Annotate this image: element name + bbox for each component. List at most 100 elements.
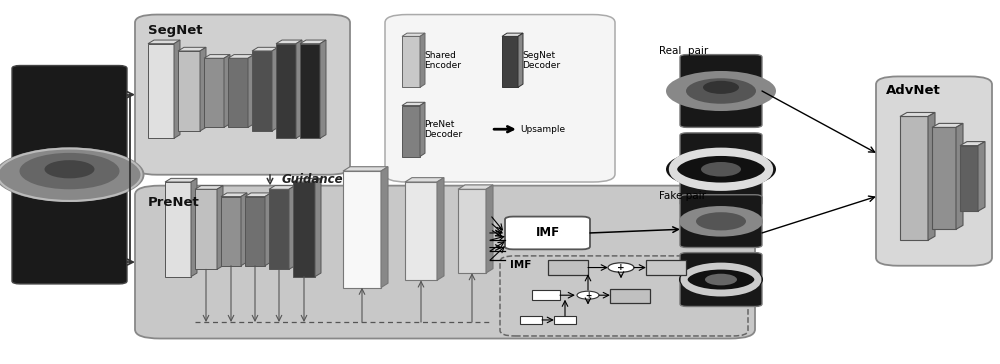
Polygon shape — [293, 178, 321, 182]
Polygon shape — [148, 44, 174, 138]
FancyBboxPatch shape — [680, 195, 762, 248]
Polygon shape — [486, 185, 493, 273]
Polygon shape — [289, 186, 295, 269]
Circle shape — [679, 264, 763, 295]
Polygon shape — [502, 33, 523, 36]
Polygon shape — [932, 127, 956, 229]
Polygon shape — [248, 55, 254, 127]
Polygon shape — [646, 260, 686, 275]
Polygon shape — [978, 142, 985, 211]
Polygon shape — [174, 40, 180, 138]
Polygon shape — [195, 186, 223, 189]
Text: SegNet: SegNet — [148, 24, 202, 37]
Circle shape — [44, 160, 94, 178]
Text: AdvNet: AdvNet — [886, 84, 941, 97]
Text: SegNet
Decoder: SegNet Decoder — [522, 51, 560, 70]
Polygon shape — [245, 197, 265, 266]
Polygon shape — [437, 178, 444, 280]
Polygon shape — [165, 182, 191, 277]
Polygon shape — [265, 193, 271, 266]
Polygon shape — [245, 193, 271, 197]
Polygon shape — [900, 116, 928, 240]
Polygon shape — [405, 178, 444, 182]
Polygon shape — [178, 51, 200, 131]
Polygon shape — [518, 33, 523, 87]
Polygon shape — [276, 44, 296, 138]
Polygon shape — [402, 106, 420, 157]
Polygon shape — [269, 186, 295, 189]
Polygon shape — [381, 167, 388, 288]
Polygon shape — [402, 102, 425, 106]
Polygon shape — [217, 186, 223, 269]
Text: +: + — [585, 291, 591, 300]
FancyBboxPatch shape — [680, 253, 762, 306]
Polygon shape — [928, 112, 935, 240]
Polygon shape — [195, 189, 217, 269]
Polygon shape — [315, 178, 321, 277]
FancyBboxPatch shape — [135, 186, 755, 339]
FancyBboxPatch shape — [135, 15, 350, 175]
Circle shape — [20, 153, 120, 189]
Polygon shape — [420, 33, 425, 87]
Polygon shape — [343, 171, 381, 288]
Circle shape — [696, 212, 746, 230]
Polygon shape — [554, 316, 576, 324]
Polygon shape — [300, 40, 326, 44]
Polygon shape — [520, 316, 542, 324]
Text: Fake pair: Fake pair — [659, 191, 706, 201]
Polygon shape — [221, 197, 241, 266]
Polygon shape — [900, 112, 935, 116]
Polygon shape — [420, 102, 425, 157]
Polygon shape — [610, 289, 650, 303]
Circle shape — [701, 162, 741, 177]
Polygon shape — [276, 40, 302, 44]
Polygon shape — [204, 58, 224, 127]
Polygon shape — [252, 51, 272, 131]
FancyBboxPatch shape — [876, 76, 992, 266]
Polygon shape — [200, 47, 206, 131]
Polygon shape — [402, 33, 425, 36]
Polygon shape — [293, 182, 315, 277]
Polygon shape — [178, 47, 206, 51]
Polygon shape — [165, 178, 197, 182]
Circle shape — [577, 291, 599, 299]
Polygon shape — [458, 185, 493, 189]
Polygon shape — [241, 193, 247, 266]
FancyBboxPatch shape — [505, 217, 590, 249]
Polygon shape — [960, 142, 985, 146]
Polygon shape — [458, 189, 486, 273]
Polygon shape — [343, 167, 388, 171]
Polygon shape — [296, 40, 302, 138]
Polygon shape — [932, 123, 963, 127]
Polygon shape — [548, 260, 588, 275]
Polygon shape — [960, 146, 978, 211]
FancyBboxPatch shape — [680, 55, 762, 127]
Circle shape — [666, 149, 776, 189]
Circle shape — [686, 78, 756, 104]
FancyBboxPatch shape — [385, 15, 615, 182]
Circle shape — [705, 274, 737, 285]
Text: Real  pair: Real pair — [659, 46, 708, 55]
FancyBboxPatch shape — [500, 256, 748, 336]
Polygon shape — [272, 47, 278, 131]
Text: Upsample: Upsample — [520, 125, 565, 134]
Polygon shape — [405, 182, 437, 280]
Circle shape — [0, 147, 144, 202]
Polygon shape — [204, 55, 230, 58]
Text: PreNet
Decoder: PreNet Decoder — [424, 119, 462, 139]
Polygon shape — [228, 55, 254, 58]
Polygon shape — [252, 47, 278, 51]
Circle shape — [608, 263, 634, 272]
Polygon shape — [221, 193, 247, 197]
Polygon shape — [532, 290, 560, 300]
FancyBboxPatch shape — [680, 133, 762, 206]
Polygon shape — [228, 58, 248, 127]
Circle shape — [679, 206, 763, 237]
Polygon shape — [320, 40, 326, 138]
Polygon shape — [402, 36, 420, 87]
Polygon shape — [148, 40, 180, 44]
Polygon shape — [224, 55, 230, 127]
Polygon shape — [191, 178, 197, 277]
Circle shape — [703, 81, 739, 94]
FancyBboxPatch shape — [12, 66, 127, 284]
